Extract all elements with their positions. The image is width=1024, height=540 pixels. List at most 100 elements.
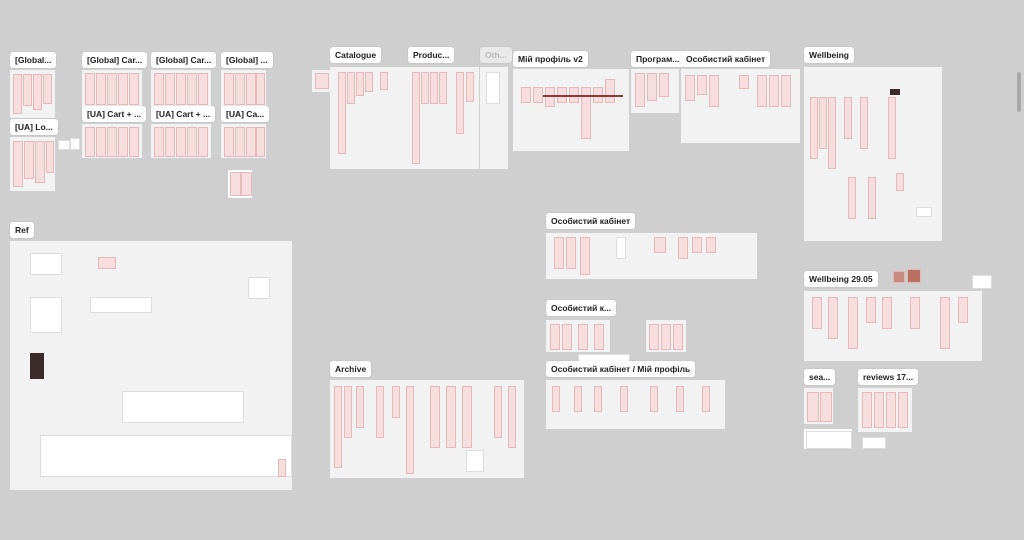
screen-thumb — [868, 177, 876, 219]
screen-thumb — [647, 73, 657, 101]
screen-thumb — [347, 72, 355, 104]
screen-thumb — [806, 431, 852, 449]
frame-label-global-1[interactable]: [Global... — [10, 52, 57, 68]
frame-personal-cabinet-2[interactable] — [546, 233, 757, 279]
frame-label-personal-cabinet-3[interactable]: Особистий к... — [546, 300, 617, 316]
loose-screen[interactable] — [70, 138, 80, 150]
screen-thumb — [654, 237, 666, 253]
screen-thumb — [107, 127, 117, 157]
screen-thumb — [13, 141, 23, 187]
frame-ua-cart-2[interactable] — [151, 124, 211, 158]
frame-reviews[interactable] — [858, 388, 912, 432]
vertical-scrollbar[interactable] — [1017, 72, 1021, 112]
screen-thumb — [810, 97, 818, 159]
frame-label-wellbeing[interactable]: Wellbeing — [804, 47, 854, 63]
screen-thumb — [40, 435, 292, 477]
frame-label-ua-cart-2[interactable]: [UA] Cart + ... — [151, 106, 216, 122]
frame-label-produc[interactable]: Produc... — [408, 47, 455, 63]
frame-label-program[interactable]: Програм... — [631, 51, 685, 67]
screen-thumb — [24, 141, 34, 179]
frame-label-my-profile-v2[interactable]: Мій профіль v2 — [513, 51, 588, 67]
loose-screen[interactable] — [58, 140, 70, 150]
loose-screen[interactable] — [907, 269, 921, 283]
screen-thumb — [13, 74, 22, 114]
frame-global-1[interactable] — [10, 70, 55, 118]
screen-thumb — [916, 207, 932, 217]
loose-screen[interactable] — [862, 437, 886, 449]
screen-thumb — [198, 73, 208, 105]
frame-ref[interactable] — [10, 241, 292, 490]
frame-produc-2[interactable] — [452, 67, 479, 169]
screen-thumb — [574, 386, 582, 412]
screen-thumb — [33, 74, 42, 110]
screen-thumb — [107, 73, 117, 105]
screen-thumb — [757, 75, 767, 107]
screen-thumb — [545, 87, 555, 107]
frame-personal-cabinet-profile[interactable] — [546, 380, 725, 429]
screen-thumb — [165, 73, 175, 105]
screen-thumb — [376, 386, 384, 438]
screen-thumb — [958, 297, 968, 323]
frame-program[interactable] — [631, 69, 679, 113]
screen-thumb — [421, 72, 429, 104]
frame-wellbeing[interactable] — [804, 67, 942, 241]
frame-global-cart-2[interactable] — [151, 70, 211, 108]
frame-personal-cabinet-1[interactable] — [681, 69, 800, 143]
frame-small-left[interactable] — [312, 70, 330, 92]
frame-ua-ca-extra[interactable] — [228, 170, 252, 198]
frame-label-ua-cart-1[interactable]: [UA] Cart + ... — [82, 106, 147, 122]
frame-ua-ca[interactable] — [221, 124, 266, 158]
frame-global-4[interactable] — [221, 70, 266, 108]
screen-thumb — [828, 97, 836, 169]
frame-label-personal-cabinet-2[interactable]: Особистий кабінет — [546, 213, 636, 229]
frame-label-ua-ca[interactable]: [UA] Ca... — [221, 106, 270, 122]
screen-thumb — [90, 297, 152, 313]
frame-label-wellbeing-2905[interactable]: Wellbeing 29.05 — [804, 271, 878, 287]
frame-ua-lo[interactable] — [10, 137, 55, 191]
frame-oth[interactable] — [480, 67, 508, 169]
frame-archive[interactable] — [330, 380, 524, 478]
frame-label-sea[interactable]: sea... — [804, 369, 836, 385]
frame-label-personal-cabinet-1[interactable]: Особистий кабінет — [681, 51, 771, 67]
frame-label-reviews[interactable]: reviews 17... — [858, 369, 919, 385]
screen-thumb — [862, 392, 872, 428]
screen-thumb — [650, 386, 658, 412]
screen-thumb — [118, 73, 128, 105]
frame-my-profile-v2[interactable] — [513, 69, 629, 151]
frame-wellbeing-2905[interactable] — [804, 291, 982, 361]
screen-thumb — [635, 73, 645, 107]
screen-thumb — [566, 237, 576, 269]
screen-thumb — [706, 237, 716, 253]
screen-thumb — [85, 73, 95, 105]
frame-label-oth[interactable]: Oth... — [480, 47, 512, 63]
frame-label-ref[interactable]: Ref — [10, 222, 34, 238]
screen-thumb — [866, 297, 876, 323]
frame-produc[interactable] — [408, 67, 452, 169]
screen-thumb — [224, 127, 234, 157]
screen-thumb — [380, 72, 388, 90]
frame-label-global-cart-2[interactable]: [Global] Car... — [151, 52, 217, 68]
frame-label-global-cart-1[interactable]: [Global] Car... — [82, 52, 148, 68]
frame-label-archive[interactable]: Archive — [330, 361, 372, 377]
frame-catalogue[interactable] — [330, 67, 408, 169]
frame-label-ua-lo[interactable]: [UA] Lo... — [10, 119, 58, 135]
frame-personal-cabinet-3[interactable] — [546, 320, 610, 352]
frame-label-global-4[interactable]: [Global] ... — [221, 52, 273, 68]
screen-thumb — [315, 73, 329, 89]
frame-global-cart-1[interactable] — [82, 70, 142, 108]
frame-label-personal-cabinet-profile[interactable]: Особистий кабінет / Мій профіль — [546, 361, 696, 377]
screen-thumb — [466, 72, 474, 102]
screen-thumb — [187, 127, 197, 157]
loose-screen[interactable] — [893, 271, 905, 283]
screen-thumb — [594, 386, 602, 412]
loose-screen[interactable] — [972, 275, 992, 289]
screen-thumb — [886, 392, 896, 428]
frame-sea-extra[interactable] — [804, 429, 852, 449]
screen-thumb — [807, 392, 819, 422]
frame-ua-cart-1[interactable] — [82, 124, 142, 158]
frame-sea[interactable] — [804, 388, 833, 424]
frame-personal-cabinet-4[interactable] — [646, 320, 686, 352]
frame-label-catalogue[interactable]: Catalogue — [330, 47, 382, 63]
screen-thumb — [224, 73, 234, 105]
